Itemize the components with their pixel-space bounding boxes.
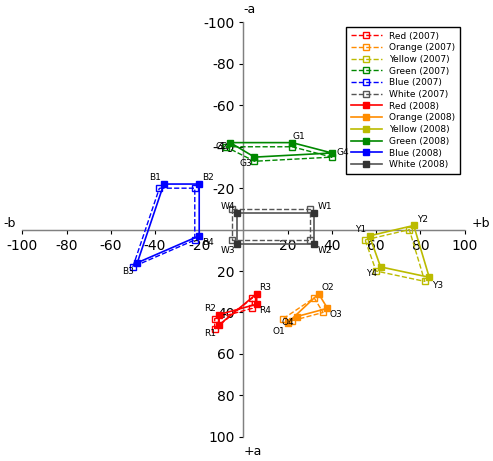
Text: W4: W4 [221,202,235,211]
Text: -b: -b [3,217,16,230]
Text: B1: B1 [149,173,161,183]
Text: W1: W1 [318,202,333,211]
Text: Y1: Y1 [355,225,366,234]
Text: Y4: Y4 [366,269,377,278]
Text: Y3: Y3 [432,281,444,290]
Text: R1: R1 [204,329,216,337]
Text: G2: G2 [215,142,228,151]
Text: O1: O1 [273,326,285,336]
Text: B3: B3 [122,266,135,276]
Text: B2: B2 [202,173,214,183]
Text: G4: G4 [337,148,349,158]
Text: +a: +a [244,445,262,458]
Text: G3: G3 [239,159,252,168]
Legend: Red (2007), Orange (2007), Yellow (2007), Green (2007), Blue (2007), White (2007: Red (2007), Orange (2007), Yellow (2007)… [346,27,460,174]
Text: O2: O2 [321,283,334,292]
Text: O4: O4 [282,318,294,327]
Text: R2: R2 [204,304,216,313]
Text: G1: G1 [292,132,305,141]
Text: W2: W2 [318,246,332,255]
Text: -a: -a [244,3,256,16]
Text: R4: R4 [260,306,272,315]
Text: +b: +b [471,217,490,230]
Text: W3: W3 [221,246,235,255]
Text: O3: O3 [330,310,343,319]
Text: B4: B4 [202,237,214,247]
Text: Y2: Y2 [417,215,428,224]
Text: R3: R3 [259,283,272,292]
